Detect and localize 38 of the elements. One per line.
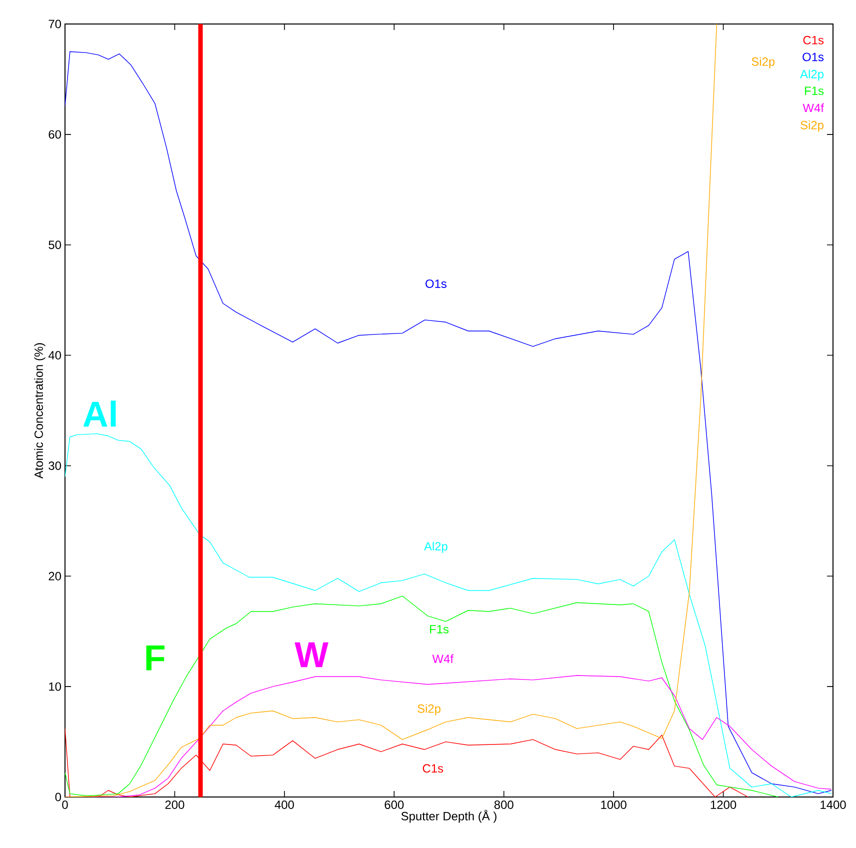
line-series [65, 433, 832, 797]
annotation: F [146, 646, 164, 670]
text: F1s [805, 86, 824, 96]
y-tick-label: 0 [55, 792, 62, 802]
y-tick-label: 20 [48, 572, 62, 580]
annotation: Al2p [424, 542, 448, 553]
text: Al2p [800, 70, 824, 81]
y-tick-label: 30 [48, 461, 62, 470]
x-tick-label: 1400 [820, 800, 846, 809]
x-tick-label: 1000 [601, 800, 626, 809]
line-series [65, 24, 718, 797]
annotation: Si2p [418, 704, 440, 716]
x-tick-label: 600 [384, 800, 404, 809]
y-axis-title: Atomic Concentration (%) [34, 343, 46, 479]
line-series [65, 596, 778, 797]
y-tick-label: 40 [48, 351, 62, 360]
annotation: F1s [430, 625, 449, 634]
text: O1s [802, 52, 824, 62]
x-tick-label: 1200 [710, 800, 736, 809]
annotation: W [294, 642, 328, 668]
annotation: C1s [422, 764, 444, 773]
x-tick-label: 800 [494, 800, 514, 809]
annotation: Al [83, 400, 116, 427]
x-axis-title: Sputter Depth (Å ) [401, 810, 496, 823]
y-tick-label: 50 [48, 240, 62, 250]
x-tick-label: 400 [274, 800, 294, 809]
y-tick-label: 70 [48, 20, 62, 28]
line-series [65, 51, 832, 794]
text: Si2p [800, 120, 824, 132]
y-tick-label: 10 [49, 682, 62, 691]
annotation: Si2p [752, 57, 775, 68]
text: W4f [802, 103, 824, 112]
annotation: W4f [432, 654, 454, 663]
annotation: O1s [426, 280, 446, 288]
y-tick-label: 60 [48, 130, 62, 139]
x-tick-label: 0 [62, 800, 68, 809]
text: C1s [803, 36, 824, 44]
x-tick-label: 200 [165, 800, 184, 809]
